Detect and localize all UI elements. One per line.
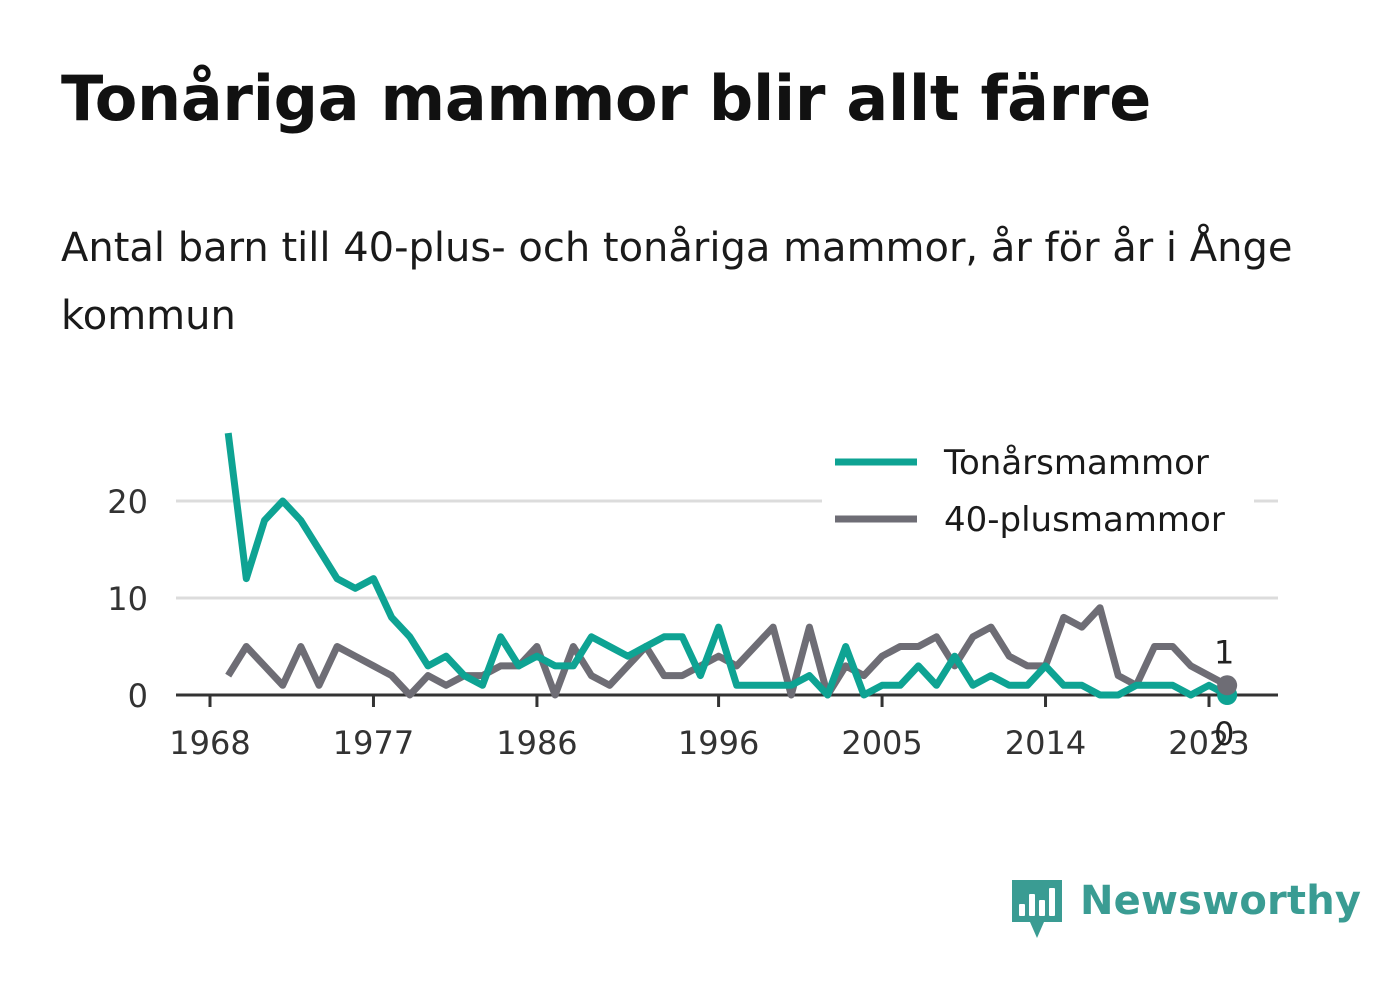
- x-tick-label-1968: 1968: [169, 724, 250, 762]
- newsworthy-bar-chart-icon: [1012, 880, 1062, 938]
- legend-background: [822, 430, 1254, 550]
- legend: Tonårsmammor 40-plusmammor: [822, 430, 1254, 550]
- end-labels: 01: [1214, 633, 1234, 753]
- series-line-tonarsmammor: [224, 432, 1229, 699]
- series-lines: [224, 432, 1238, 705]
- brand-name: Newsworthy: [1080, 878, 1362, 924]
- x-tick-label-1996: 1996: [678, 724, 759, 762]
- legend-label-40-plusmammor: 40-plusmammor: [944, 500, 1225, 540]
- y-tick-label-20: 20: [107, 483, 148, 521]
- end-label-40-plusmammor: 1: [1214, 633, 1234, 671]
- y-tick-label-0: 0: [128, 677, 148, 715]
- x-tick-label-1986: 1986: [496, 724, 577, 762]
- y-tick-label-10: 10: [107, 580, 148, 618]
- legend-label-tonarsmammor: Tonårsmammor: [943, 443, 1209, 483]
- chart-subtitle: Antal barn till 40-plus- och tonåriga ma…: [61, 225, 1293, 339]
- end-label-tonarsmammor: 0: [1214, 715, 1234, 753]
- end-point-40-plusmammor: [1217, 675, 1238, 696]
- x-tick-label-2023: 2023: [1168, 724, 1249, 762]
- chart-title: Tonåriga mammor blir allt färre: [61, 62, 1151, 135]
- x-tick-label-2005: 2005: [841, 724, 922, 762]
- x-tick-label-2014: 2014: [1005, 724, 1086, 762]
- x-tick-label-1977: 1977: [333, 724, 414, 762]
